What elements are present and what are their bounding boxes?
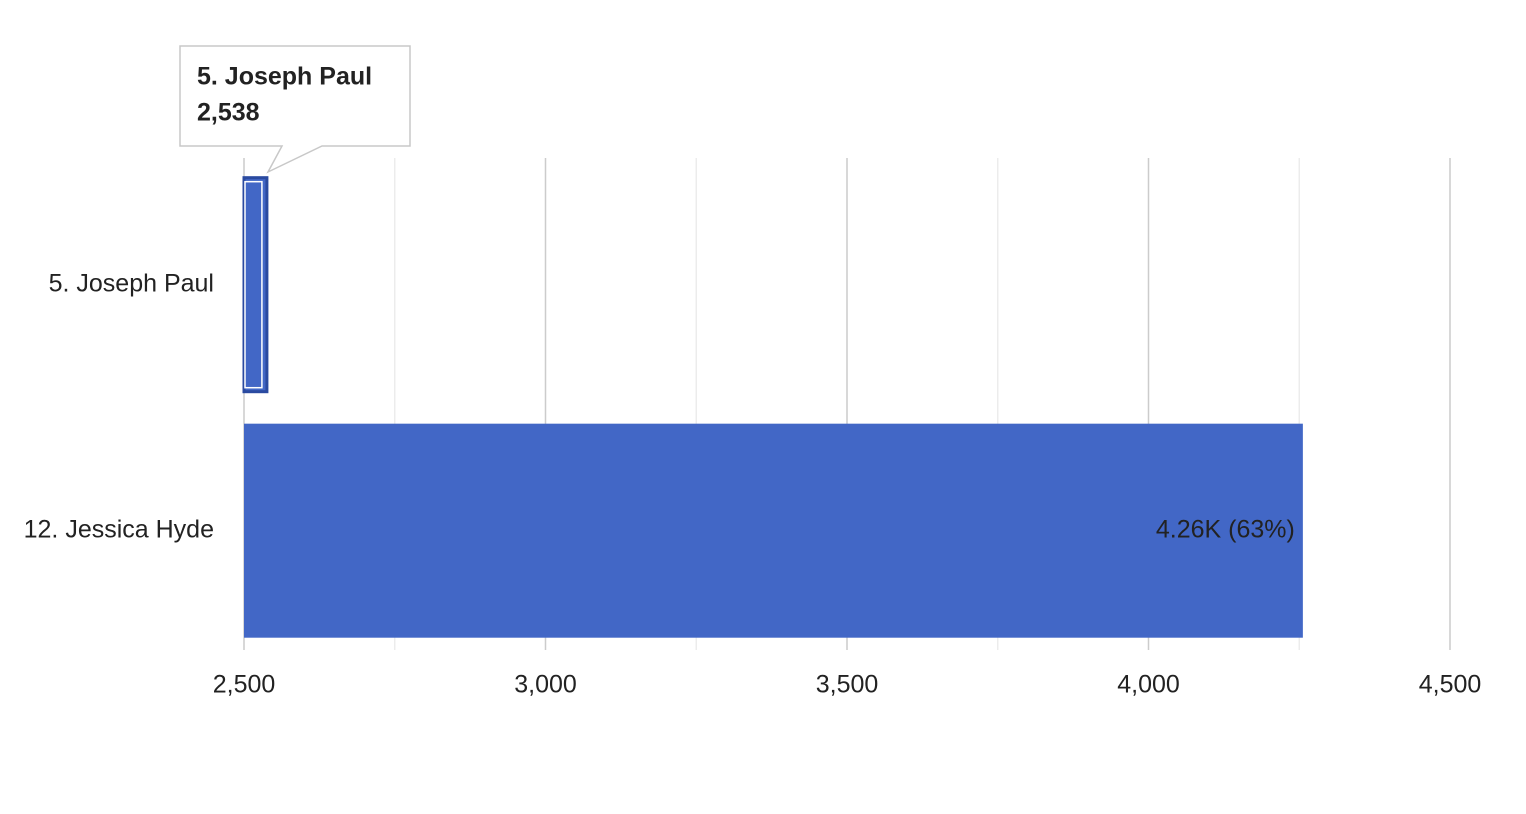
tooltip-box <box>179 45 411 174</box>
tooltip-title: 5. Joseph Paul <box>197 63 372 91</box>
x-tick-label: 3,000 <box>514 671 577 699</box>
bar <box>244 423 1303 638</box>
x-tick-label: 4,000 <box>1117 671 1180 699</box>
y-tick-label: 5. Joseph Paul <box>49 269 214 297</box>
data-label: 4.26K (63%) <box>1156 515 1295 543</box>
tooltip-value: 2,538 <box>197 99 260 127</box>
bar <box>242 176 269 394</box>
tooltip: 5. Joseph Paul 2,538 <box>179 45 411 174</box>
x-tick-label: 2,500 <box>213 671 276 699</box>
x-tick-label: 3,500 <box>816 671 879 699</box>
x-tick-label: 4,500 <box>1419 671 1482 699</box>
bar-highlight <box>244 180 263 389</box>
y-tick-label: 12. Jessica Hyde <box>24 515 214 543</box>
